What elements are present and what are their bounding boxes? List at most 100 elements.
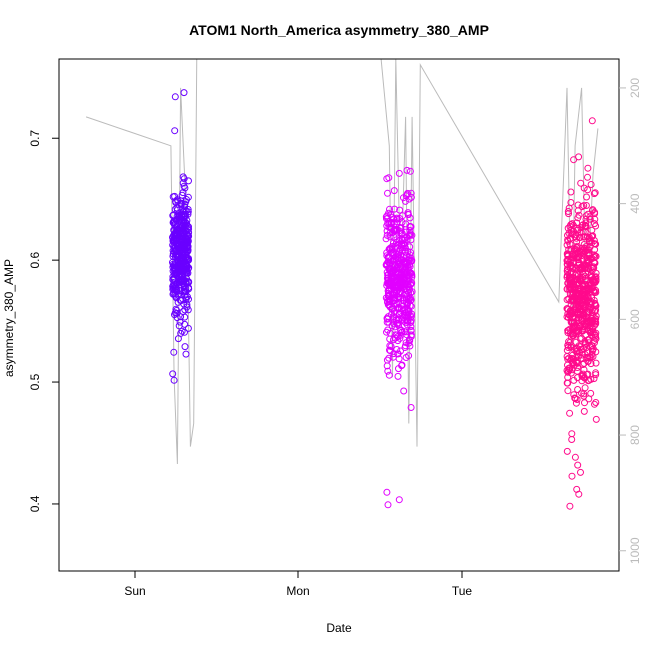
data-point	[407, 404, 415, 411]
data-point	[383, 260, 391, 268]
data-point	[591, 317, 599, 325]
point-group-2	[382, 166, 416, 509]
data-point	[591, 240, 598, 248]
data-point	[387, 343, 395, 350]
data-point	[564, 341, 572, 349]
data-point	[398, 361, 406, 369]
data-point	[386, 244, 394, 252]
data-point	[181, 287, 189, 295]
data-point	[588, 350, 596, 358]
data-point	[579, 370, 587, 378]
data-point	[590, 190, 598, 198]
data-point	[171, 127, 179, 135]
data-point	[407, 331, 415, 339]
data-point	[391, 205, 398, 213]
data-point	[182, 350, 190, 358]
data-point	[388, 290, 396, 298]
data-point	[170, 219, 178, 227]
data-point	[573, 270, 581, 278]
data-point	[389, 304, 397, 312]
data-point	[588, 233, 596, 241]
data-point	[565, 354, 573, 362]
data-point	[566, 364, 574, 372]
data-point	[397, 270, 405, 278]
data-point	[171, 192, 179, 200]
data-point	[584, 296, 592, 304]
data-point	[397, 331, 405, 339]
data-point	[564, 224, 572, 232]
data-point	[563, 241, 571, 249]
data-point	[577, 468, 584, 476]
data-point	[585, 265, 593, 273]
data-point	[390, 296, 398, 304]
data-point	[383, 314, 391, 322]
axes: Sun Mon Tue 0.4 0.5 0.6 0.7 200 400 600 800 1000	[28, 78, 642, 598]
data-point	[172, 305, 180, 313]
data-point	[564, 208, 572, 215]
data-point	[389, 336, 397, 344]
data-point	[402, 192, 410, 200]
data-point	[173, 307, 181, 314]
data-point	[564, 387, 572, 395]
data-point	[590, 264, 598, 272]
data-point	[396, 206, 404, 214]
data-point	[574, 461, 582, 469]
data-point	[396, 229, 403, 237]
data-point	[582, 202, 590, 209]
data-point	[180, 182, 188, 190]
data-point	[169, 370, 177, 378]
data-point	[578, 203, 586, 211]
data-point	[591, 189, 599, 197]
data-point	[564, 379, 572, 387]
data-point	[570, 254, 578, 262]
data-point	[383, 488, 391, 496]
data-point	[390, 308, 398, 316]
data-point	[394, 350, 402, 358]
data-point	[590, 259, 598, 267]
data-point	[591, 332, 599, 339]
data-point	[181, 343, 189, 351]
data-point	[386, 205, 393, 213]
data-point	[399, 294, 407, 302]
data-point	[577, 224, 585, 232]
data-point	[175, 248, 183, 255]
data-point	[404, 298, 412, 306]
data-point	[582, 301, 590, 309]
y-right-tick-label: 1000	[628, 537, 642, 564]
data-point	[574, 201, 582, 209]
data-point	[173, 227, 181, 235]
data-point	[382, 235, 390, 243]
data-point	[407, 316, 415, 324]
y-right-tick-label: 600	[628, 309, 642, 329]
data-point	[384, 313, 392, 321]
data-point	[385, 264, 393, 272]
data-point	[584, 173, 591, 181]
data-point	[174, 335, 182, 343]
data-point	[170, 376, 178, 384]
data-point	[396, 246, 404, 254]
series-line	[85, 59, 599, 465]
data-point	[566, 307, 574, 315]
data-point	[179, 221, 187, 229]
data-point	[180, 89, 188, 97]
data-point	[571, 322, 579, 330]
data-point	[389, 353, 397, 361]
data-point	[181, 320, 189, 328]
data-point	[587, 181, 595, 188]
data-point	[179, 189, 187, 197]
data-point	[391, 242, 399, 250]
data-point	[180, 288, 188, 296]
data-point	[170, 290, 178, 298]
data-point	[406, 257, 414, 265]
data-point	[403, 313, 410, 321]
data-point	[183, 303, 191, 311]
data-point	[568, 220, 576, 228]
data-point	[408, 271, 416, 279]
data-point	[172, 230, 180, 238]
data-point	[563, 447, 571, 455]
data-point	[392, 239, 400, 246]
data-point	[177, 259, 185, 267]
data-point	[172, 240, 180, 248]
data-point	[185, 264, 193, 272]
data-point	[394, 319, 402, 327]
